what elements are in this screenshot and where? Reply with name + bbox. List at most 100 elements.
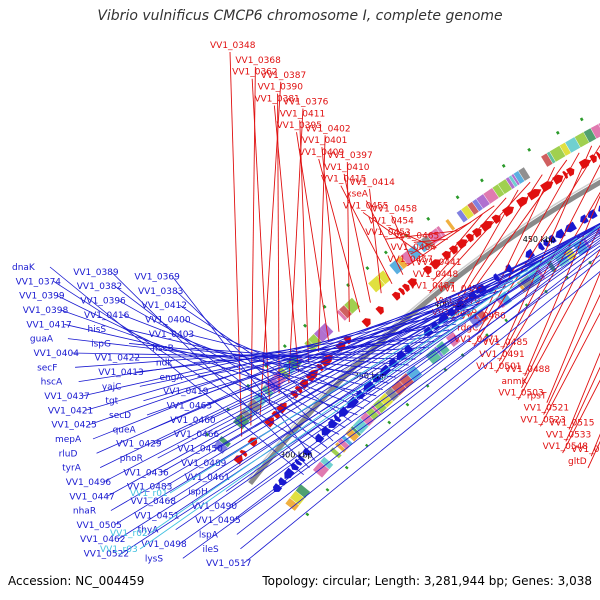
gene-label-forward: VV1_0395 <box>277 121 322 131</box>
label-leader-line <box>546 271 600 403</box>
feature-dash <box>426 216 431 221</box>
gene-label-reverse: VV1_0522 <box>84 550 129 560</box>
label-leader-line <box>340 185 393 285</box>
gene-label-forward: rpsT <box>527 392 547 402</box>
cog-block <box>445 219 456 231</box>
gene-arrow <box>298 379 309 390</box>
gene-label-reverse: VV1_0419 <box>163 387 209 397</box>
cog-block <box>370 405 382 416</box>
gene-label-reverse: VV1_0437 <box>44 392 89 402</box>
gene-label-reverse: ndk <box>156 359 173 369</box>
gene-label-reverse: hisS <box>88 325 107 335</box>
gene-label-forward: VV1_0491 <box>479 350 524 360</box>
label-leader-line <box>110 271 310 469</box>
label-leader-line <box>139 318 464 387</box>
label-leader-line <box>385 230 460 240</box>
gene-arrow <box>297 454 306 462</box>
gene-label-forward: VV1_0503 <box>498 389 543 399</box>
cog-block <box>518 167 531 181</box>
feature-dash <box>364 443 369 448</box>
gene-arrow <box>361 318 371 328</box>
gene-label-forward: VV1_0523 <box>520 415 565 425</box>
gene-arrow <box>272 483 283 492</box>
cog-block <box>389 260 404 275</box>
label-leader-line <box>103 222 600 483</box>
gene-label-reverse: VV1_0450 <box>177 444 223 454</box>
label-leader-line <box>229 51 243 437</box>
gene-label-forward: VV1_0402 <box>305 124 350 134</box>
cog-block <box>516 280 527 293</box>
label-leader-line <box>587 440 600 469</box>
gene-label-reverse: tgt <box>105 397 118 407</box>
topology-label: Topology: circular; Length: 3,281,944 bp… <box>262 574 592 588</box>
cog-block <box>549 145 566 162</box>
cog-block <box>416 239 429 253</box>
label-leader-line <box>121 314 364 409</box>
label-leader-line <box>49 266 304 475</box>
label-leader-line <box>524 195 600 377</box>
gene-label-forward: VV1_0441 <box>416 258 461 268</box>
label-leader-line <box>343 173 371 303</box>
gene-arrow <box>422 265 432 275</box>
cog-block <box>436 226 446 238</box>
label-leader-line <box>273 105 300 373</box>
label-leader-line <box>107 223 600 497</box>
gene-label-forward: VV1_0465 <box>394 231 439 241</box>
gene-label-reverse: VV1_0399 <box>19 292 65 302</box>
feature-dash <box>443 367 448 372</box>
gene-arrow <box>407 278 417 288</box>
cog-block <box>461 205 474 220</box>
feature-dash <box>303 323 308 328</box>
label-leader-line <box>125 328 383 390</box>
feature-dash <box>405 402 410 407</box>
gene-label-forward: VV1_0458 <box>372 205 418 215</box>
cog-block <box>497 179 512 195</box>
cog-block <box>565 137 581 153</box>
cog-block <box>339 305 352 319</box>
gene-label-forward: VV1_0409 <box>299 148 345 158</box>
label-leader-line <box>175 237 600 531</box>
map-title: Vibrio vulnificus CMCP6 chromosome I, co… <box>97 8 503 24</box>
label-leader-line <box>562 379 600 454</box>
gene-arrow <box>398 287 406 296</box>
label-leader-line <box>154 254 550 445</box>
cog-block <box>377 270 391 285</box>
gene-label-reverse: secD <box>109 411 131 421</box>
cog-block <box>590 124 600 139</box>
label-leader-line <box>362 212 426 257</box>
gene-arrow <box>525 248 535 259</box>
label-leader-line <box>410 221 472 255</box>
gene-label-forward: VV1_0488 <box>505 365 551 375</box>
label-leader-line <box>413 238 448 243</box>
gene-label-forward: VV1_0501 <box>476 362 521 372</box>
gene-label-forward: VV1_0348 <box>210 41 256 51</box>
label-leader-line <box>543 294 600 415</box>
cog-block <box>406 365 423 382</box>
gene-label-reverse: VV1_0403 <box>149 330 194 340</box>
feature-dash <box>485 333 489 338</box>
gene-label-forward: VV1_0376 <box>283 98 329 108</box>
cog-block <box>295 484 311 499</box>
gene-arrow <box>391 291 401 301</box>
gene-label-reverse: VV1_0489 <box>181 459 227 469</box>
feature-dash <box>383 250 388 255</box>
gene-label-reverse: yajC <box>102 382 122 392</box>
gene-label-forward: VV1_0486 <box>460 311 506 321</box>
cog-block <box>329 447 342 459</box>
cog-block <box>472 198 483 212</box>
cog-block <box>541 153 553 167</box>
gene-label-reverse: secF <box>37 363 57 373</box>
gene-label-reverse: VV1_0382 <box>77 282 122 292</box>
kbp-tick-label: 450 kbp <box>523 235 556 244</box>
gene-label-reverse: VV1_0421 <box>48 406 93 416</box>
label-leader-line <box>476 152 580 335</box>
gene-arrow <box>562 170 569 179</box>
gene-label-forward: VV1_0455 <box>343 201 388 211</box>
label-leader-line <box>85 290 499 411</box>
gene-label-reverse: rluD <box>59 449 78 459</box>
label-leader-line <box>149 237 578 534</box>
backbone-highlight <box>246 177 600 482</box>
gene-label-forward: VV1_0533 <box>546 430 591 440</box>
